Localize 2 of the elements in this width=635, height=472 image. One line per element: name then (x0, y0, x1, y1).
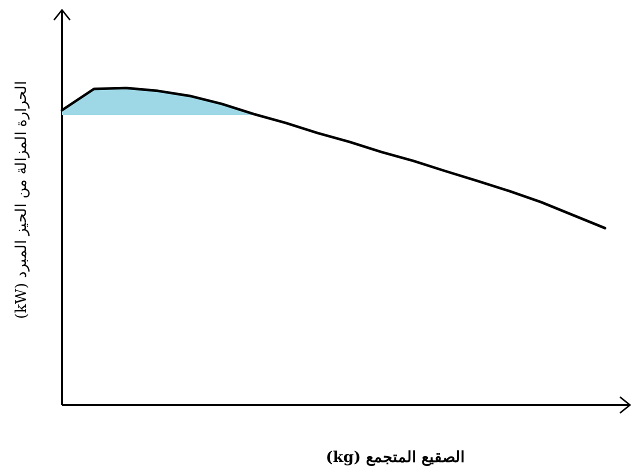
x-axis-title: الصقيع المتجمع (kg) (326, 448, 464, 466)
y-axis-title: الحرارة المزالة من الحيز المبرد (kW) (12, 80, 30, 320)
